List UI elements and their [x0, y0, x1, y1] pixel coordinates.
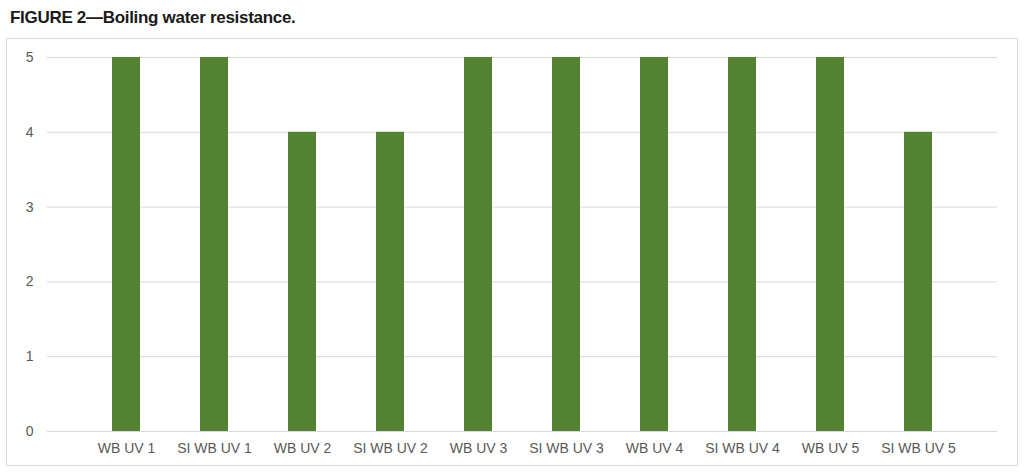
svg-text:3: 3 [26, 199, 34, 215]
svg-text:WB UV 4: WB UV 4 [626, 440, 684, 456]
svg-text:SI WB UV 1: SI WB UV 1 [177, 440, 252, 456]
html-text:FIGURE 2—Boiling water resista: FIGURE 2—Boiling water resistance. [10, 8, 296, 27]
svg-text:WB UV 5: WB UV 5 [802, 440, 860, 456]
svg-text:SI WB UV 5: SI WB UV 5 [881, 440, 956, 456]
svg-text:SI WB UV 4: SI WB UV 4 [705, 440, 780, 456]
svg-text:WB UV 3: WB UV 3 [450, 440, 508, 456]
svg-text:2: 2 [26, 273, 34, 289]
svg-text:WB UV 1: WB UV 1 [98, 440, 156, 456]
svg-text:4: 4 [26, 124, 34, 140]
svg-text:5: 5 [26, 49, 34, 65]
svg-text:0: 0 [26, 423, 34, 439]
svg-text:WB UV 2: WB UV 2 [274, 440, 332, 456]
svg-text:1: 1 [26, 348, 34, 364]
svg-text:SI WB UV 3: SI WB UV 3 [529, 440, 604, 456]
svg-text:SI WB UV 2: SI WB UV 2 [353, 440, 428, 456]
